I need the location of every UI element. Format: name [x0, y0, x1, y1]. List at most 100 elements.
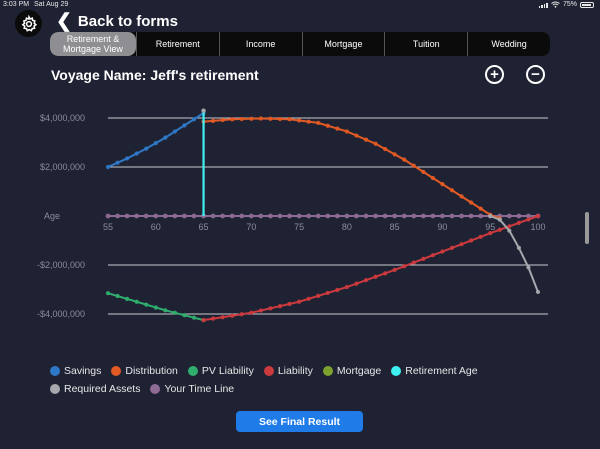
pv-liability-point — [182, 313, 187, 318]
plus-icon: + — [490, 66, 499, 83]
zoom-out-button[interactable]: − — [526, 65, 545, 84]
savings-point — [134, 151, 139, 156]
distribution-point — [440, 182, 445, 187]
tab-tuition[interactable]: Tuition — [384, 32, 467, 56]
liability-point — [440, 249, 445, 254]
liability-point — [411, 260, 416, 265]
tab-income[interactable]: Income — [218, 32, 302, 56]
liability-point — [211, 316, 216, 321]
your-time-line-point — [526, 213, 531, 219]
legend-item: Savings — [50, 365, 101, 377]
legend-swatch — [391, 366, 402, 376]
scrollbar[interactable] — [585, 212, 589, 244]
distribution-point — [344, 129, 349, 134]
your-time-line-point — [277, 213, 283, 219]
legend-item: Retirement Age — [391, 365, 478, 377]
required-assets-point — [535, 289, 541, 295]
legend-label: Mortgage — [336, 365, 382, 377]
settings-button[interactable] — [15, 10, 42, 37]
distribution-point — [383, 146, 388, 152]
savings-point — [125, 156, 130, 161]
legend-item: Your Time Line — [150, 383, 234, 395]
liability-point — [373, 274, 378, 279]
your-time-line-point — [401, 213, 407, 219]
distribution-point — [325, 123, 330, 128]
y-tick-label: $4,000,000 — [40, 113, 85, 123]
your-time-line-point — [392, 213, 398, 219]
legend-swatch — [111, 366, 122, 376]
liability-point — [306, 296, 311, 301]
liability-point — [297, 299, 302, 304]
distribution-point — [469, 200, 474, 205]
your-time-line-point — [287, 213, 292, 219]
distribution-point — [230, 117, 235, 122]
minus-icon: − — [531, 66, 540, 83]
cellular-signal-icon — [538, 2, 548, 8]
liability-point — [516, 220, 521, 225]
legend-swatch — [263, 366, 274, 376]
your-time-line-point — [268, 213, 273, 219]
your-time-line-point — [191, 213, 197, 219]
x-tick-label: 75 — [294, 222, 304, 232]
wifi-icon — [551, 1, 560, 8]
distribution-point — [449, 188, 455, 193]
your-time-line-point — [440, 213, 445, 219]
your-time-line-point — [506, 213, 512, 219]
your-time-line-point — [182, 213, 187, 219]
savings-series-line — [107, 112, 205, 168]
liability-point — [325, 290, 330, 296]
your-time-line-point — [363, 213, 369, 219]
liability-point — [344, 284, 349, 290]
liability-point — [258, 308, 263, 313]
zoom-in-button[interactable]: + — [485, 65, 504, 84]
required-assets-point — [488, 213, 493, 219]
retirement-chart: $4,000,000 $2,000,000 Age -$2,000,000 -$4,00… — [37, 108, 548, 323]
x-tick-label: 100 — [530, 222, 545, 232]
legend-label: Distribution — [125, 365, 178, 377]
back-to-forms-link[interactable]: ❮ Back to forms — [56, 12, 178, 31]
savings-point — [105, 164, 111, 170]
liability-point — [354, 281, 359, 286]
your-time-line-point — [134, 213, 140, 219]
liability-point — [497, 227, 502, 232]
savings-point — [153, 141, 158, 146]
status-right: 75% — [538, 1, 594, 8]
your-time-line-point — [449, 213, 455, 219]
required-assets-point — [516, 245, 521, 250]
tab-wedding[interactable]: Wedding — [467, 32, 550, 56]
your-time-line-point — [478, 213, 484, 219]
your-time-line-point — [344, 213, 350, 219]
savings-point — [115, 160, 120, 165]
see-final-result-button[interactable]: See Final Result — [236, 411, 363, 432]
legend-item: Distribution — [111, 365, 178, 377]
chevron-left-icon: ❮ — [56, 11, 72, 32]
distribution-point — [373, 141, 378, 146]
x-tick-label: 80 — [342, 222, 352, 232]
tab-mortgage[interactable]: Mortgage — [301, 32, 385, 56]
your-time-line-point — [315, 213, 321, 219]
your-time-line-point — [468, 213, 474, 219]
liability-point — [507, 224, 512, 229]
liability-point — [363, 278, 369, 283]
tab-retirement-mortgage-view[interactable]: Retirement & Mortgage View — [50, 32, 136, 56]
y-tick-label: $2,000,000 — [40, 162, 85, 172]
your-time-line-point — [153, 213, 159, 219]
tab-retirement[interactable]: Retirement — [135, 32, 219, 56]
x-tick-label: 60 — [151, 222, 161, 232]
pv-liability-point — [163, 308, 168, 313]
your-time-line-point — [258, 213, 264, 219]
x-tick-label: 85 — [390, 222, 400, 232]
your-time-line-point — [325, 213, 331, 219]
your-time-line-point — [162, 213, 168, 219]
liability-point — [449, 245, 455, 250]
battery-icon — [580, 1, 594, 8]
legend-label: PV Liability — [201, 365, 254, 377]
your-time-line-point — [172, 213, 178, 219]
distribution-series-line — [203, 117, 501, 220]
pv-liability-point — [153, 305, 158, 310]
liability-point — [526, 217, 531, 222]
x-tick-label: 70 — [246, 222, 256, 232]
legend-swatch — [322, 366, 333, 376]
savings-point — [144, 146, 149, 151]
liability-point — [201, 318, 206, 323]
